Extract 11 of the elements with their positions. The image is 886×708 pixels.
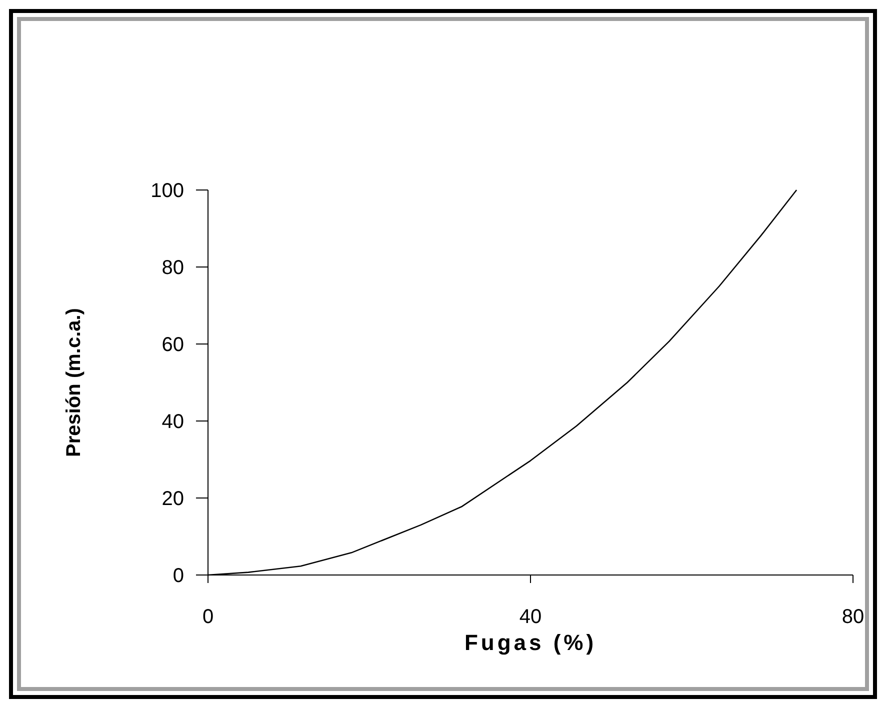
y-tick-label: 80 — [162, 257, 184, 279]
y-tick-label: 40 — [162, 411, 184, 433]
y-axis-title: Presión (m.c.a.) — [63, 308, 85, 457]
y-tick-label: 0 — [172, 565, 184, 587]
y-tick-label: 60 — [162, 334, 184, 356]
y-tick-label: 100 — [150, 180, 184, 202]
x-tick-label: 80 — [842, 606, 864, 628]
x-tick-label: 0 — [202, 606, 214, 628]
x-axis-title: Fugas (%) — [464, 630, 597, 655]
x-tick-label: 40 — [519, 606, 542, 628]
y-tick-label: 20 — [162, 488, 184, 510]
